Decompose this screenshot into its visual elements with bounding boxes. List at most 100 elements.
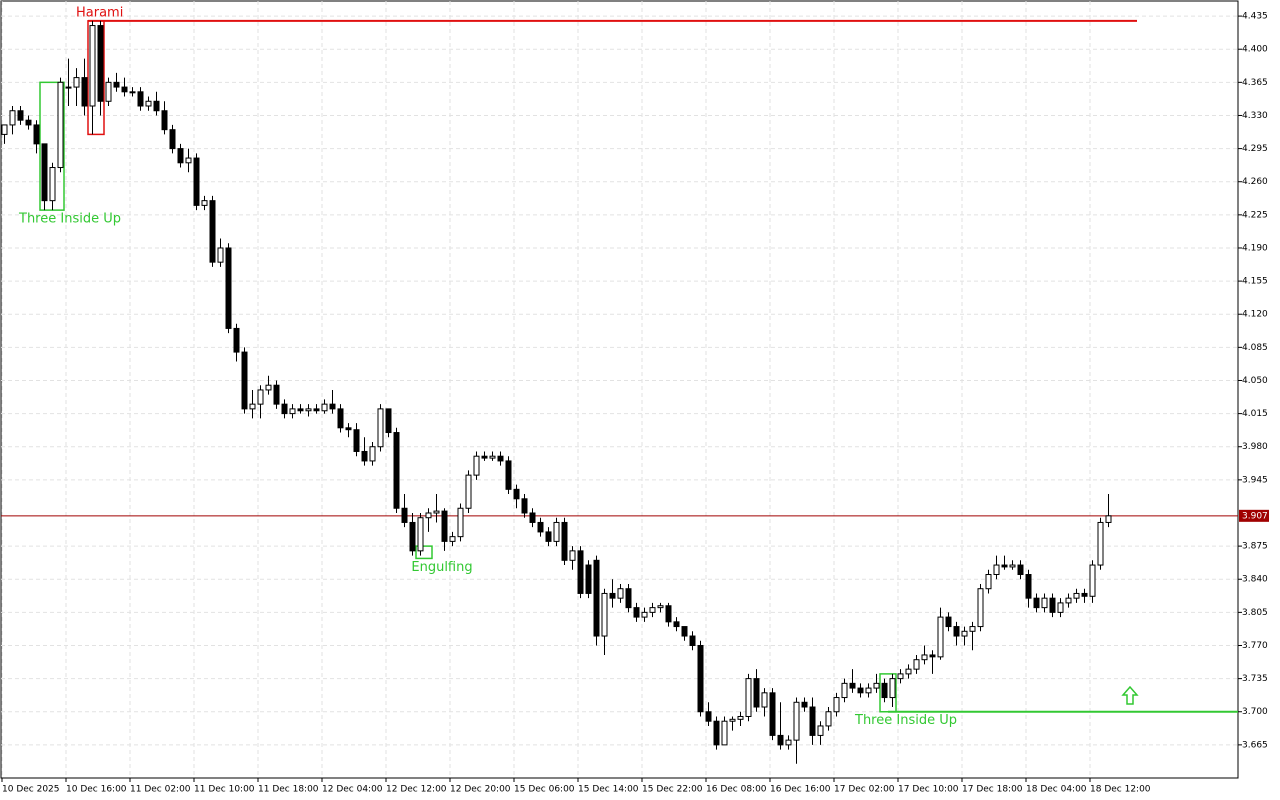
candle-body bbox=[193, 157, 200, 206]
y-tick-label: 3.700 bbox=[1242, 707, 1268, 717]
candle-body bbox=[113, 81, 120, 88]
price-label: 3.907 bbox=[1242, 511, 1268, 521]
candle-body bbox=[1001, 564, 1008, 568]
x-tick-label: 12 Dec 20:00 bbox=[450, 785, 511, 795]
candle-body bbox=[1033, 597, 1040, 609]
candle-body bbox=[1049, 597, 1056, 613]
y-tick-label: 4.190 bbox=[1242, 243, 1268, 253]
candle-body bbox=[833, 697, 840, 713]
candle-body bbox=[289, 408, 296, 415]
candle-body bbox=[1009, 564, 1016, 568]
x-tick-label: 18 Dec 12:00 bbox=[1090, 785, 1151, 795]
candle-body bbox=[473, 455, 480, 476]
candle-body bbox=[321, 403, 328, 412]
x-tick-label: 11 Dec 02:00 bbox=[130, 785, 191, 795]
y-tick-label: 4.120 bbox=[1242, 310, 1268, 320]
candle-body bbox=[841, 682, 848, 699]
candle-body bbox=[697, 644, 704, 713]
y-tick-label: 4.085 bbox=[1242, 343, 1268, 353]
candle-body bbox=[985, 574, 992, 590]
candle-body bbox=[361, 450, 368, 462]
candle-body bbox=[1017, 564, 1024, 576]
x-tick-label: 18 Dec 04:00 bbox=[1026, 785, 1087, 795]
x-tick-label: 16 Dec 16:00 bbox=[770, 785, 831, 795]
candle-body bbox=[1025, 574, 1032, 599]
candle-body bbox=[585, 564, 592, 594]
candle-body bbox=[593, 559, 600, 637]
x-tick-label: 10 Dec 2025 bbox=[2, 785, 60, 795]
candle-body bbox=[297, 408, 304, 412]
candle-body bbox=[929, 654, 936, 658]
candle-body bbox=[369, 446, 376, 462]
pattern-label: Engulfing bbox=[411, 560, 472, 575]
pattern-label: Three Inside Up bbox=[854, 713, 957, 728]
candle-body bbox=[681, 626, 688, 637]
y-tick-label: 3.665 bbox=[1242, 740, 1268, 750]
candle-body bbox=[489, 455, 496, 459]
y-tick-label: 3.945 bbox=[1242, 475, 1268, 485]
candle-body bbox=[553, 521, 560, 542]
candle-body bbox=[513, 488, 520, 500]
candle-body bbox=[25, 119, 32, 126]
y-tick-label: 4.155 bbox=[1242, 277, 1268, 287]
candle-body bbox=[897, 673, 904, 680]
candle-body bbox=[753, 678, 760, 708]
candle-body bbox=[529, 512, 536, 523]
candle-body bbox=[385, 408, 392, 434]
candle-body bbox=[953, 626, 960, 637]
candle-body bbox=[305, 408, 312, 412]
candle-body bbox=[241, 351, 248, 410]
candle-body bbox=[945, 616, 952, 628]
candle-body bbox=[1097, 521, 1104, 566]
candle-body bbox=[865, 687, 872, 694]
y-tick-label: 4.015 bbox=[1242, 409, 1268, 419]
candle-body bbox=[633, 607, 640, 618]
candle-body bbox=[825, 711, 832, 727]
candle-body bbox=[65, 86, 72, 89]
candle-body bbox=[977, 588, 984, 628]
candle-body bbox=[969, 626, 976, 632]
candle-body bbox=[137, 91, 144, 107]
candle-body bbox=[601, 592, 608, 637]
pattern-label: Three Inside Up bbox=[18, 212, 121, 227]
candle-body bbox=[1, 124, 8, 135]
candle-body bbox=[457, 507, 464, 538]
candle-body bbox=[145, 100, 152, 107]
candle-body bbox=[105, 81, 112, 102]
pattern-label: Harami bbox=[76, 5, 123, 20]
x-tick-label: 15 Dec 22:00 bbox=[642, 785, 703, 795]
plot-frame bbox=[0, 0, 1239, 779]
candle-body bbox=[441, 510, 448, 542]
candle-body bbox=[961, 630, 968, 637]
pattern-box bbox=[415, 545, 433, 560]
candle-body bbox=[577, 550, 584, 594]
y-tick-label: 3.735 bbox=[1242, 674, 1268, 684]
candle-body bbox=[161, 110, 168, 131]
candle-body bbox=[689, 635, 696, 646]
candle-body bbox=[1105, 515, 1112, 523]
x-tick-label: 17 Dec 18:00 bbox=[962, 785, 1023, 795]
x-tick-label: 11 Dec 10:00 bbox=[194, 785, 255, 795]
candle-body bbox=[913, 659, 920, 670]
x-tick-label: 16 Dec 08:00 bbox=[706, 785, 767, 795]
x-tick-label: 11 Dec 18:00 bbox=[258, 785, 319, 795]
candle-body bbox=[785, 739, 792, 746]
candle-body bbox=[465, 474, 472, 509]
price-tag bbox=[1239, 509, 1269, 522]
candle-body bbox=[313, 408, 320, 412]
candle-body bbox=[337, 408, 344, 429]
x-tick-label: 15 Dec 06:00 bbox=[514, 785, 575, 795]
x-tick-label: 12 Dec 12:00 bbox=[386, 785, 447, 795]
candle-body bbox=[857, 687, 864, 694]
candle-body bbox=[673, 621, 680, 628]
candle-body bbox=[617, 588, 624, 599]
candle-body bbox=[1041, 597, 1048, 609]
y-tick-label: 4.295 bbox=[1242, 144, 1268, 154]
candle-body bbox=[417, 517, 424, 552]
candle-body bbox=[713, 720, 720, 746]
candle-body bbox=[97, 25, 104, 102]
y-tick-label: 4.225 bbox=[1242, 210, 1268, 220]
candle-body bbox=[281, 403, 288, 415]
candle-body bbox=[1057, 602, 1064, 613]
buy-arrow bbox=[1121, 685, 1139, 705]
